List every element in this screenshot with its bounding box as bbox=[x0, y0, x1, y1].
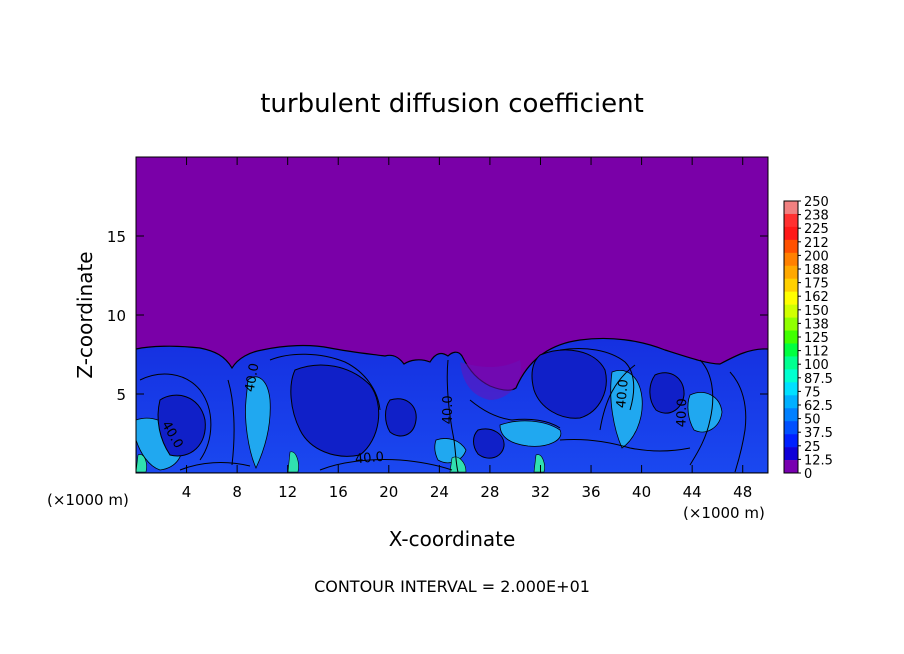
x-axis-label: X-coordinate bbox=[389, 527, 516, 551]
x-tick-label: 4 bbox=[182, 483, 192, 501]
x-tick-label: 40 bbox=[632, 483, 651, 501]
colorbar-label: 212 bbox=[804, 236, 829, 251]
y-tick-label: 5 bbox=[116, 386, 126, 404]
colorbar-swatch bbox=[784, 226, 798, 241]
plot-area bbox=[136, 157, 768, 473]
y-tick-label: 10 bbox=[107, 307, 126, 325]
colorbar-swatch bbox=[784, 382, 798, 396]
colorbar-label: 50 bbox=[804, 413, 821, 428]
x-tick-label: 44 bbox=[683, 483, 702, 501]
contour-label: 40.0 bbox=[614, 379, 631, 409]
colorbar-label: 200 bbox=[804, 249, 829, 264]
colorbar-swatch bbox=[784, 213, 798, 228]
colorbar-swatch bbox=[784, 447, 798, 461]
colorbar-swatch bbox=[784, 265, 798, 280]
colorbar-swatch bbox=[784, 395, 798, 409]
peak-patches bbox=[136, 451, 545, 473]
colorbar-label: 188 bbox=[804, 263, 829, 278]
colorbar-label: 112 bbox=[804, 345, 829, 360]
contour-label: 40.0 bbox=[441, 395, 456, 424]
contour-label: 40.0 bbox=[243, 362, 263, 393]
x-tick-label: 36 bbox=[581, 483, 600, 501]
contour-label: 40.0 bbox=[354, 450, 384, 467]
x-tick-label: 24 bbox=[430, 483, 449, 501]
colorbar-label: 0 bbox=[804, 467, 812, 482]
colorbar-label: 225 bbox=[804, 222, 829, 237]
colorbar-swatch bbox=[784, 369, 798, 383]
x-tick-label: 20 bbox=[379, 483, 398, 501]
colorbar-label: 12.5 bbox=[804, 453, 833, 468]
chart-title: turbulent diffusion coefficient bbox=[260, 89, 644, 119]
contour-label: 40.0 bbox=[674, 398, 690, 427]
colorbar-swatch bbox=[784, 460, 798, 474]
x-tick-label: 48 bbox=[733, 483, 752, 501]
colorbar-label: 138 bbox=[804, 317, 829, 332]
low-diffusion-swirls bbox=[157, 349, 685, 459]
colorbar-swatch bbox=[784, 356, 798, 370]
x-tick-label: 28 bbox=[480, 483, 499, 501]
contour-lines bbox=[139, 348, 747, 473]
colorbar-label: 150 bbox=[804, 304, 829, 319]
colorbar-label: 238 bbox=[804, 209, 829, 224]
colorbar-label: 162 bbox=[804, 290, 829, 305]
entrainment-band bbox=[460, 360, 521, 400]
y-axis-label: Z-coordinate bbox=[73, 251, 97, 378]
colorbar-label: 62.5 bbox=[804, 399, 833, 414]
high-diffusion-patches bbox=[136, 370, 723, 471]
colorbar-swatch bbox=[784, 291, 798, 305]
colorbar-label: 25 bbox=[804, 440, 821, 455]
contour-interval-note: CONTOUR INTERVAL = 2.000E+01 bbox=[314, 577, 590, 596]
colorbar-swatch bbox=[784, 421, 798, 435]
x-tick-label: 32 bbox=[531, 483, 550, 501]
colorbar-label: 250 bbox=[804, 195, 829, 210]
colorbar-swatch bbox=[784, 330, 798, 344]
x-tick-label: 12 bbox=[278, 483, 297, 501]
y-tick-label: 15 bbox=[107, 228, 126, 246]
colorbar-label: 100 bbox=[804, 358, 829, 373]
colorbar-label: 75 bbox=[804, 385, 821, 400]
colorbar-swatch bbox=[784, 201, 798, 215]
x-unit-left: (×1000 m) bbox=[47, 491, 129, 509]
x-tick-label: 8 bbox=[232, 483, 242, 501]
colorbar: 2502382252122001881751621501381251121008… bbox=[783, 195, 833, 482]
x-axis-ticks: 4 8 12 16 20 24 28 32 36 40 44 48 bbox=[182, 157, 752, 501]
colorbar-label: 175 bbox=[804, 277, 829, 292]
colorbar-swatch bbox=[784, 408, 798, 422]
colorbar-swatch bbox=[784, 278, 798, 292]
x-unit-right: (×1000 m) bbox=[683, 504, 765, 522]
colorbar-swatch bbox=[784, 252, 798, 267]
colorbar-label: 87.5 bbox=[804, 372, 833, 387]
colorbar-swatch bbox=[784, 317, 798, 331]
colorbar-label: 37.5 bbox=[804, 426, 833, 441]
colorbar-swatch bbox=[784, 239, 798, 254]
colorbar-swatch bbox=[784, 343, 798, 357]
colorbar-swatch bbox=[784, 304, 798, 318]
x-tick-label: 16 bbox=[329, 483, 348, 501]
colorbar-swatch bbox=[784, 434, 798, 448]
y-axis-ticks: 5 10 15 bbox=[107, 228, 768, 404]
colorbar-label: 125 bbox=[804, 331, 829, 346]
